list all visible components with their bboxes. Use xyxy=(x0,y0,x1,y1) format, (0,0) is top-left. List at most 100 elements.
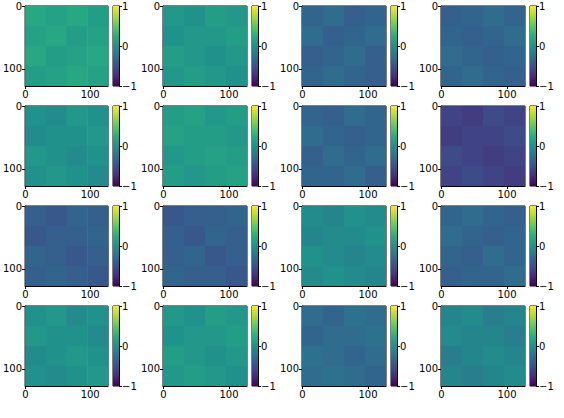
svg-text:100: 100 xyxy=(280,263,299,274)
svg-text:0: 0 xyxy=(16,301,22,312)
svg-text:0: 0 xyxy=(160,389,166,400)
svg-text:0: 0 xyxy=(293,201,299,212)
svg-text:−1: −1 xyxy=(400,281,415,292)
svg-text:−1: −1 xyxy=(539,181,554,192)
svg-text:0: 0 xyxy=(122,241,128,252)
svg-text:0: 0 xyxy=(400,141,406,152)
svg-text:0: 0 xyxy=(539,41,545,52)
svg-text:100: 100 xyxy=(497,389,516,400)
svg-text:100: 100 xyxy=(419,363,438,374)
svg-text:100: 100 xyxy=(81,389,100,400)
svg-text:0: 0 xyxy=(261,141,267,152)
svg-text:100: 100 xyxy=(141,363,160,374)
svg-text:0: 0 xyxy=(22,89,28,100)
svg-text:100: 100 xyxy=(497,289,516,300)
svg-text:0: 0 xyxy=(122,141,128,152)
svg-text:100: 100 xyxy=(358,389,377,400)
svg-text:−1: −1 xyxy=(400,181,415,192)
svg-text:0: 0 xyxy=(293,101,299,112)
svg-text:0: 0 xyxy=(432,301,438,312)
svg-text:100: 100 xyxy=(280,63,299,74)
svg-text:100: 100 xyxy=(419,263,438,274)
svg-text:100: 100 xyxy=(3,163,22,174)
svg-text:100: 100 xyxy=(358,189,377,200)
svg-text:100: 100 xyxy=(81,189,100,200)
svg-text:0: 0 xyxy=(432,101,438,112)
svg-text:0: 0 xyxy=(432,201,438,212)
svg-text:−1: −1 xyxy=(261,381,276,392)
svg-text:0: 0 xyxy=(160,89,166,100)
svg-text:0: 0 xyxy=(438,389,444,400)
svg-text:1: 1 xyxy=(261,301,267,312)
svg-text:100: 100 xyxy=(141,163,160,174)
svg-text:0: 0 xyxy=(299,289,305,300)
svg-text:0: 0 xyxy=(122,341,128,352)
svg-text:0: 0 xyxy=(438,189,444,200)
svg-text:−1: −1 xyxy=(400,381,415,392)
svg-text:0: 0 xyxy=(22,289,28,300)
svg-text:0: 0 xyxy=(438,289,444,300)
svg-text:100: 100 xyxy=(280,163,299,174)
svg-text:0: 0 xyxy=(299,89,305,100)
svg-text:100: 100 xyxy=(3,63,22,74)
svg-text:0: 0 xyxy=(299,189,305,200)
svg-text:−1: −1 xyxy=(261,81,276,92)
svg-text:0: 0 xyxy=(261,41,267,52)
svg-text:100: 100 xyxy=(358,289,377,300)
svg-text:0: 0 xyxy=(293,1,299,12)
svg-text:1: 1 xyxy=(122,301,128,312)
svg-text:0: 0 xyxy=(22,189,28,200)
svg-text:0: 0 xyxy=(122,41,128,52)
svg-text:0: 0 xyxy=(261,241,267,252)
svg-text:1: 1 xyxy=(539,201,545,212)
svg-text:0: 0 xyxy=(400,41,406,52)
svg-text:0: 0 xyxy=(154,101,160,112)
svg-text:100: 100 xyxy=(3,263,22,274)
svg-text:100: 100 xyxy=(3,363,22,374)
svg-text:1: 1 xyxy=(261,101,267,112)
svg-text:1: 1 xyxy=(400,1,406,12)
svg-text:0: 0 xyxy=(154,301,160,312)
svg-text:100: 100 xyxy=(81,89,100,100)
svg-text:0: 0 xyxy=(539,241,545,252)
svg-text:100: 100 xyxy=(219,189,238,200)
svg-text:1: 1 xyxy=(539,301,545,312)
svg-text:1: 1 xyxy=(400,201,406,212)
svg-text:1: 1 xyxy=(400,301,406,312)
svg-text:0: 0 xyxy=(400,241,406,252)
svg-text:100: 100 xyxy=(358,89,377,100)
svg-text:0: 0 xyxy=(432,1,438,12)
svg-text:−1: −1 xyxy=(539,381,554,392)
svg-text:100: 100 xyxy=(280,363,299,374)
svg-text:0: 0 xyxy=(539,141,545,152)
svg-text:−1: −1 xyxy=(122,281,137,292)
svg-text:−1: −1 xyxy=(122,81,137,92)
svg-text:1: 1 xyxy=(261,201,267,212)
svg-text:1: 1 xyxy=(400,101,406,112)
svg-text:0: 0 xyxy=(22,389,28,400)
svg-text:1: 1 xyxy=(539,101,545,112)
svg-text:0: 0 xyxy=(299,389,305,400)
svg-text:100: 100 xyxy=(497,89,516,100)
svg-text:100: 100 xyxy=(219,289,238,300)
svg-text:1: 1 xyxy=(539,1,545,12)
svg-text:0: 0 xyxy=(154,201,160,212)
svg-text:0: 0 xyxy=(154,1,160,12)
svg-text:100: 100 xyxy=(419,163,438,174)
svg-text:1: 1 xyxy=(122,1,128,12)
svg-text:100: 100 xyxy=(81,289,100,300)
svg-text:1: 1 xyxy=(122,101,128,112)
svg-text:0: 0 xyxy=(16,1,22,12)
svg-text:−1: −1 xyxy=(539,281,554,292)
svg-text:0: 0 xyxy=(160,189,166,200)
svg-text:0: 0 xyxy=(261,341,267,352)
svg-text:0: 0 xyxy=(16,101,22,112)
svg-text:−1: −1 xyxy=(261,181,276,192)
svg-text:0: 0 xyxy=(539,341,545,352)
svg-text:100: 100 xyxy=(419,63,438,74)
svg-text:−1: −1 xyxy=(539,81,554,92)
svg-text:0: 0 xyxy=(438,89,444,100)
svg-text:−1: −1 xyxy=(261,281,276,292)
svg-text:0: 0 xyxy=(160,289,166,300)
svg-text:100: 100 xyxy=(219,89,238,100)
